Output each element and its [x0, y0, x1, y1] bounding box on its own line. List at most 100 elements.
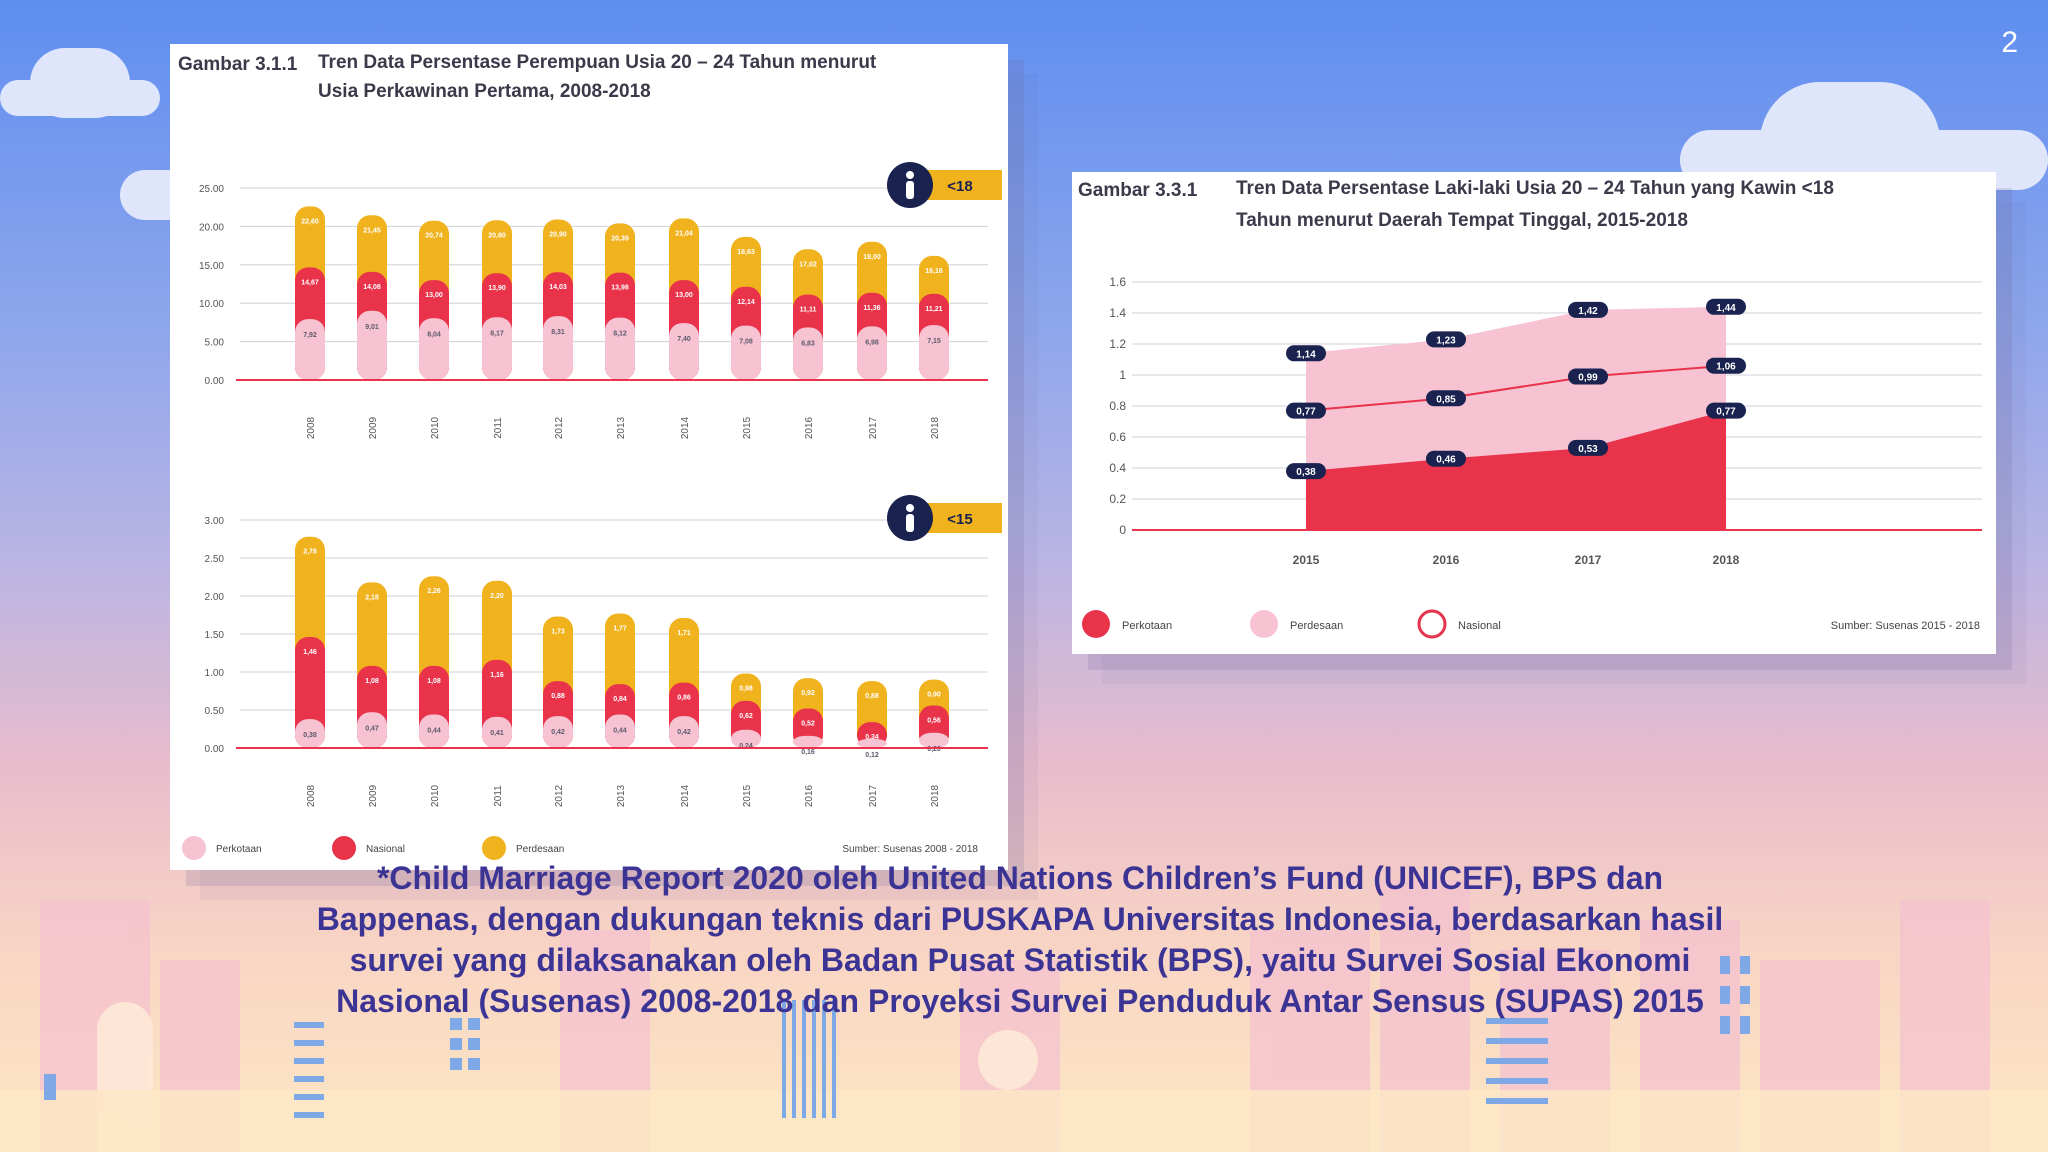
legend-swatch [332, 836, 356, 860]
source-label: Sumber: Susenas 2008 - 2018 [842, 844, 978, 855]
data-label-nasional: 1,16 [490, 672, 504, 679]
figure-title-line2: Usia Perkawinan Pertama, 2008-2018 [318, 81, 651, 102]
bar-perkotaan [543, 316, 573, 380]
bar-perkotaan [605, 317, 635, 380]
decor-bars-center [782, 1000, 786, 1118]
data-label: 1,42 [1578, 306, 1598, 317]
bar-perkotaan [793, 735, 823, 748]
x-tick-label: 2018 [1713, 553, 1740, 567]
badge-bg [924, 170, 1002, 200]
bar-perkotaan [543, 716, 573, 748]
figure-title-right-line1: Tren Data Persentase Laki-laki Usia 20 –… [1236, 178, 1834, 199]
x-tick-label: 2008 [306, 416, 317, 439]
stacked-bar-charts: 25.00 20.00 15.00 10.00 5.00 0.00 <18 22,60 14,6… [182, 162, 1002, 860]
bar-perkotaan [482, 716, 512, 748]
y-tick-label: 1 [1119, 368, 1126, 382]
bar-perkotaan [919, 325, 949, 380]
data-label: 0,46 [1436, 455, 1456, 466]
bar-perkotaan [482, 317, 512, 380]
y-tick-label: 1.2 [1109, 337, 1126, 351]
data-label-perkotaan: 8,31 [551, 329, 565, 336]
data-label-perdesaan: 21,45 [363, 227, 381, 234]
figure-title-right-line2: Tahun menurut Daerah Tempat Tinggal, 201… [1236, 210, 1688, 231]
data-label: 0,38 [1296, 467, 1316, 478]
data-label-perdesaan: 20,90 [549, 231, 567, 238]
decor-blocks-left [450, 1018, 462, 1030]
data-label-perkotaan: 8,17 [490, 330, 504, 337]
person-icon-head [906, 171, 914, 179]
y-tick-label: 5.00 [205, 338, 225, 349]
data-label-perdesaan: 2,20 [490, 593, 504, 600]
data-label-perkotaan: 0,42 [677, 729, 691, 736]
figure-3-1-1-panel: Gambar 3.1.1 Tren Data Persentase Peremp… [170, 44, 1008, 870]
x-tick-label: 2014 [680, 416, 691, 439]
data-label-perkotaan: 8,12 [613, 331, 627, 338]
y-tick-label: 20.00 [199, 222, 224, 233]
data-label-perkotaan: 0,41 [490, 730, 504, 737]
data-label-pill [1706, 357, 1746, 374]
data-label-nasional: 11,36 [863, 305, 880, 312]
figure-3-3-1-panel: Gambar 3.3.1 Tren Data Persentase Laki-l… [1072, 172, 1996, 654]
x-tick-label: 2014 [680, 784, 691, 807]
figure-number-right: Gambar 3.3.1 [1078, 180, 1198, 201]
data-label-perdesaan: 22,60 [301, 218, 319, 225]
data-label: 0,85 [1436, 394, 1456, 405]
data-label-perkotaan: 0,16 [801, 749, 815, 756]
bar-perkotaan [605, 714, 635, 748]
data-label: 1,23 [1436, 335, 1456, 346]
data-label-nasional: 0,84 [613, 696, 627, 703]
person-icon-body [906, 514, 914, 532]
data-label-perkotaan: 7,92 [303, 332, 317, 339]
x-tick-label: 2017 [868, 416, 879, 439]
y-tick-label: 1.50 [205, 630, 225, 641]
data-label-nasional: 13,00 [675, 292, 693, 299]
data-label-nasional: 0,62 [739, 713, 753, 720]
legend-label: Nasional [366, 844, 405, 855]
x-tick-label: 2018 [930, 784, 941, 807]
data-label-perkotaan: 8,04 [427, 331, 441, 338]
x-tick-label: 2017 [868, 784, 879, 807]
data-label-nasional: 12,14 [737, 299, 755, 306]
legend-swatch [482, 836, 506, 860]
x-tick-label: 2016 [804, 416, 815, 439]
bar-perkotaan [669, 323, 699, 380]
data-label-pill [1286, 402, 1326, 419]
legend-swatch [1417, 609, 1447, 639]
y-tick-label: 3.00 [205, 516, 225, 527]
x-tick-label: 2017 [1575, 553, 1602, 567]
data-label-perkotaan: 6,98 [865, 339, 879, 346]
data-label-nasional: 0,56 [927, 717, 941, 724]
data-label-nasional: 11,11 [800, 307, 817, 314]
data-label-pill [1286, 345, 1326, 362]
legend-swatch [182, 836, 206, 860]
data-label-pill [1426, 450, 1466, 467]
age-badge-label: <18 [947, 178, 972, 195]
x-tick-label: 2009 [368, 784, 379, 807]
y-tick-label: 1.4 [1109, 306, 1126, 320]
data-label-perdesaan: 0,98 [739, 686, 753, 693]
data-label-perkotaan: 7,40 [677, 336, 691, 343]
x-tick-label: 2013 [616, 784, 627, 807]
y-tick-label: 0.4 [1109, 461, 1126, 475]
x-tick-label: 2013 [616, 416, 627, 439]
data-label-perdesaan: 17,02 [799, 261, 817, 268]
data-label-perkotaan: 0,24 [739, 743, 753, 750]
data-label-perdesaan: 21,04 [675, 230, 693, 237]
data-label-perkotaan: 0,44 [613, 728, 627, 735]
bar-perkotaan [357, 712, 387, 748]
bar-nasional [295, 637, 325, 748]
data-label-perkotaan: 6,83 [801, 341, 815, 348]
cloud-left-puff [30, 48, 130, 118]
data-label-nasional: 13,00 [425, 292, 443, 299]
data-label-pill [1706, 298, 1746, 315]
bar-perkotaan [295, 319, 325, 380]
x-tick-label: 2008 [306, 784, 317, 807]
legend-label: Perkotaan [1122, 620, 1172, 632]
data-label-perkotaan: 9,01 [365, 324, 379, 331]
x-tick-label: 2010 [430, 784, 441, 807]
data-label: 0,77 [1716, 407, 1736, 418]
data-label-perdesaan: 20,74 [425, 233, 443, 240]
source-caption: *Child Marriage Report 2020 oleh United … [316, 860, 1724, 1019]
y-tick-label: 0.6 [1109, 430, 1126, 444]
data-label-nasional: 0,52 [801, 720, 815, 727]
